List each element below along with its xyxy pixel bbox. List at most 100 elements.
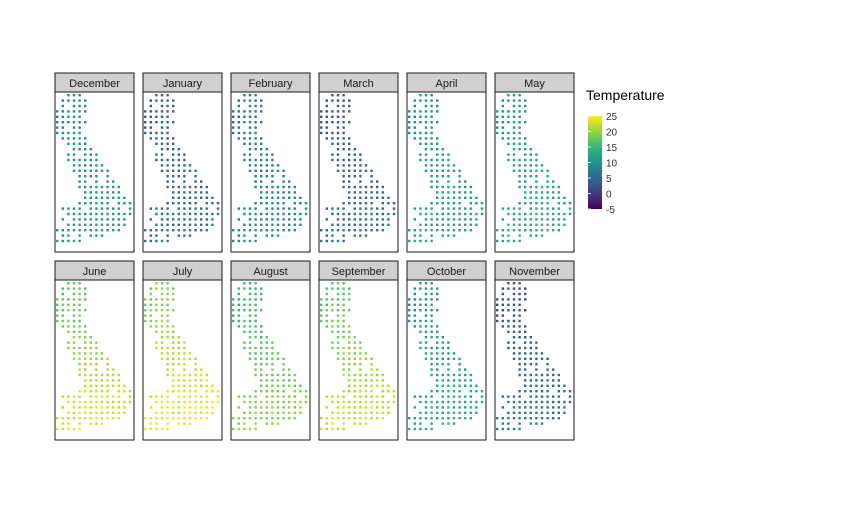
heat-cell xyxy=(72,309,76,312)
heat-cell xyxy=(243,395,246,398)
heat-cell xyxy=(557,185,560,189)
facet-label: April xyxy=(435,78,457,90)
heat-cell xyxy=(265,406,268,409)
heat-cell xyxy=(568,400,572,404)
heat-cell xyxy=(183,346,186,350)
heat-cell xyxy=(342,368,345,371)
heat-cell xyxy=(265,346,268,350)
heat-cell xyxy=(430,110,433,113)
heat-cell xyxy=(61,314,64,317)
heat-cell xyxy=(95,196,98,199)
heat-cell xyxy=(254,110,257,113)
heat-cell xyxy=(359,406,362,409)
heat-cell xyxy=(546,379,549,382)
heat-cell xyxy=(260,191,263,194)
heat-cell xyxy=(155,427,158,431)
heat-cell xyxy=(260,223,263,226)
heat-cell xyxy=(248,357,252,360)
heat-cell xyxy=(166,357,169,360)
heat-cell xyxy=(507,330,510,333)
heat-cell xyxy=(336,131,340,135)
heat-cell xyxy=(430,330,433,333)
heat-cell xyxy=(348,336,351,339)
heat-cell xyxy=(336,395,340,398)
heat-cell xyxy=(237,121,240,124)
heat-cell xyxy=(342,417,345,420)
heat-cell xyxy=(56,121,59,124)
heat-cell xyxy=(243,153,246,156)
heat-cell xyxy=(155,212,158,216)
heat-cell xyxy=(67,121,70,124)
heat-cell xyxy=(552,379,555,382)
heat-cell xyxy=(336,153,340,156)
heat-cell xyxy=(265,422,268,425)
heat-cell xyxy=(552,411,555,414)
heat-cell xyxy=(61,422,64,425)
heat-cell xyxy=(507,158,510,162)
heat-cell xyxy=(205,185,208,189)
heat-cell xyxy=(419,282,422,285)
heat-cell xyxy=(95,191,98,194)
heat-cell xyxy=(254,314,257,317)
heat-cell xyxy=(413,417,416,420)
heat-cell xyxy=(72,223,76,226)
heat-cell xyxy=(194,229,197,232)
heat-cell xyxy=(320,417,323,420)
heat-cell xyxy=(155,131,158,135)
heat-cell xyxy=(408,319,411,323)
heat-cell xyxy=(430,202,433,205)
heat-cell xyxy=(237,422,240,425)
heat-cell xyxy=(282,196,285,199)
heat-cell xyxy=(177,164,180,167)
heat-cell xyxy=(524,185,527,189)
heat-cell xyxy=(172,99,175,102)
heat-cell xyxy=(166,180,169,183)
heat-cell xyxy=(529,395,532,398)
heat-cell xyxy=(381,384,384,387)
heat-cell xyxy=(376,207,379,210)
heat-cell xyxy=(501,309,504,312)
heat-cell xyxy=(436,99,439,102)
heat-cell xyxy=(518,110,521,113)
heat-cell xyxy=(320,126,323,129)
heat-cell xyxy=(430,158,433,162)
heat-cell xyxy=(166,411,169,414)
heat-cell xyxy=(359,202,362,205)
heat-cell xyxy=(540,422,544,425)
heat-cell xyxy=(419,121,422,124)
heat-cell xyxy=(177,158,180,162)
heat-cell xyxy=(177,229,180,232)
heat-cell xyxy=(106,390,109,393)
heat-cell xyxy=(518,298,521,301)
heat-cell xyxy=(419,411,422,414)
heat-cell xyxy=(254,330,257,333)
heat-cell xyxy=(496,303,499,306)
heat-cell xyxy=(452,191,456,194)
heat-cell xyxy=(540,417,544,420)
heat-cell xyxy=(512,427,516,431)
heat-cell xyxy=(424,282,428,285)
heat-cell xyxy=(452,164,456,167)
heat-cell xyxy=(276,207,280,210)
heat-cell xyxy=(507,207,510,210)
heat-cell xyxy=(177,400,180,404)
heat-cell xyxy=(106,191,109,194)
heat-cell xyxy=(359,212,362,216)
heat-cell xyxy=(359,379,362,382)
heat-cell xyxy=(160,319,164,323)
heat-cell xyxy=(254,292,257,296)
heat-cell xyxy=(342,99,345,102)
heat-cell xyxy=(166,352,169,355)
heat-cell xyxy=(381,196,384,199)
heat-cell xyxy=(370,368,373,371)
heat-cell xyxy=(144,303,147,306)
heat-cell xyxy=(535,384,538,387)
heat-cell xyxy=(413,207,416,210)
heat-cell xyxy=(342,126,345,129)
heat-cell xyxy=(408,314,411,317)
heat-cell xyxy=(271,169,274,172)
heat-cell xyxy=(117,417,120,420)
heat-cell xyxy=(464,400,467,404)
heat-cell xyxy=(342,303,345,306)
heat-cell xyxy=(413,126,416,129)
